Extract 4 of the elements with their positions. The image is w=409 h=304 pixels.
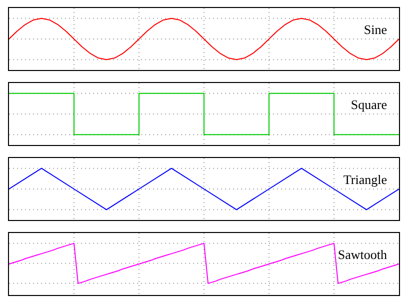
series-label: Triangle [343,172,387,188]
series-label: Sawtooth [338,247,387,263]
series-label: Sine [364,22,387,38]
series-label: Square [350,97,387,113]
